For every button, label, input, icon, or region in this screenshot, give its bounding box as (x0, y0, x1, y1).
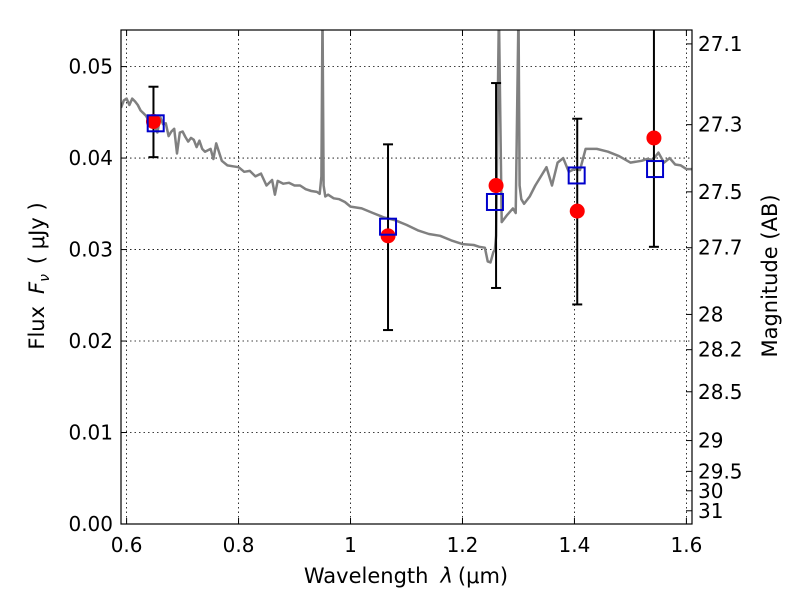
model-spectrum-line (121, 30, 692, 264)
x-tick-label: 1.4 (559, 533, 591, 557)
x-tick-label: 1.2 (447, 533, 479, 557)
y-tick-label: 0.04 (68, 146, 113, 170)
x-tick-label: 0.6 (111, 533, 143, 557)
synthetic-square (379, 217, 398, 236)
y-tick-label: 0.00 (68, 512, 113, 536)
plot-frame (120, 29, 693, 525)
observed-point (646, 130, 662, 146)
y-axis-ticks: 0.00 0.01 0.02 0.03 0.04 0.05 (68, 55, 127, 536)
y2-tick-label: 27.1 (698, 32, 743, 56)
y-tick-label: 0.02 (68, 329, 113, 353)
observed-point (145, 113, 161, 129)
synthetic-squares (146, 114, 665, 236)
synthetic-square (146, 114, 165, 133)
y-tick-label: 0.03 (68, 238, 113, 262)
y2-tick-label: 29.5 (698, 459, 743, 483)
observed-point (488, 178, 504, 194)
y2-tick-label: 31 (698, 499, 723, 523)
y-axis-title: FluxFν( μJy ) (25, 202, 53, 349)
y-tick-label: 0.05 (68, 55, 113, 79)
x-axis-title: Wavelength λ (μm) (304, 564, 508, 588)
x-tick-label: 1.6 (670, 533, 702, 557)
synthetic-square (567, 166, 586, 185)
y2-tick-label: 30 (698, 479, 723, 503)
observed-point (380, 228, 396, 244)
y2-tick-label: 27.5 (698, 180, 743, 204)
y-tick-label: 0.01 (68, 421, 113, 445)
observed-points (145, 113, 662, 244)
y2-axis-title: Magnitude (AB) (758, 194, 782, 357)
y2-tick-label: 28.2 (698, 338, 743, 362)
x-tick-label: 0.8 (223, 533, 255, 557)
y2-tick-label: 27.7 (698, 236, 743, 260)
synthetic-square (485, 192, 504, 211)
x-axis-ticks: 0.6 0.8 1 1.2 1.4 1.6 (111, 30, 702, 557)
plot-background (121, 30, 692, 524)
observed-point (569, 203, 585, 219)
y2-tick-label: 27.3 (698, 113, 743, 137)
y2-tick-label: 28.5 (698, 380, 743, 404)
x-tick-label: 1 (344, 533, 357, 557)
y2-tick-label: 28 (698, 302, 723, 326)
y2-tick-label: 29 (698, 429, 723, 453)
synthetic-square (646, 160, 665, 179)
